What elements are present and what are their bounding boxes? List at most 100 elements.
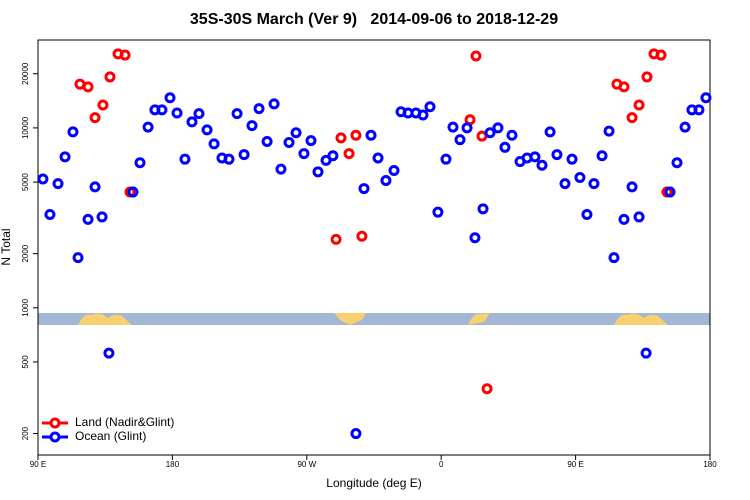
data-point	[298, 148, 310, 160]
data-point	[492, 122, 504, 134]
data-point	[134, 157, 146, 169]
x-tick-label: 90 E	[30, 460, 46, 469]
data-point	[82, 81, 94, 93]
y-tick-label: 10000	[21, 116, 30, 139]
y-tick-label: 2000	[21, 244, 30, 262]
data-point	[469, 232, 481, 244]
data-point	[417, 109, 429, 121]
data-point	[596, 150, 608, 162]
y-axis-label: N Total	[0, 228, 13, 265]
data-point	[89, 112, 101, 124]
data-point	[574, 172, 586, 184]
data-point	[424, 101, 436, 113]
data-point	[96, 211, 108, 223]
x-tick-label: 90 E	[567, 460, 583, 469]
data-point	[97, 99, 109, 111]
x-axis-label: Longitude (deg E)	[326, 476, 421, 490]
data-point	[461, 122, 473, 134]
data-point	[671, 157, 683, 169]
data-point	[536, 159, 548, 171]
data-point	[626, 112, 638, 124]
y-tick-label: 500	[21, 355, 30, 369]
data-point	[171, 107, 183, 119]
data-point	[350, 129, 362, 141]
data-point	[103, 347, 115, 359]
y-tick-label: 200	[21, 426, 30, 440]
data-point	[679, 121, 691, 133]
data-point	[164, 92, 176, 104]
data-point	[640, 347, 652, 359]
data-point	[283, 136, 295, 148]
data-point	[693, 104, 705, 116]
data-point	[142, 121, 154, 133]
data-point	[559, 178, 571, 190]
data-point	[82, 213, 94, 225]
data-point	[700, 92, 712, 104]
data-point	[335, 132, 347, 144]
data-point	[484, 127, 496, 139]
data-point	[356, 230, 368, 242]
chart-title: 35S-30S March (Ver 9) 2014-09-06 to 2018…	[190, 11, 558, 28]
data-point	[499, 141, 511, 153]
data-point	[380, 175, 392, 187]
data-point	[330, 233, 342, 245]
data-point	[89, 181, 101, 193]
data-point	[633, 99, 645, 111]
data-point	[358, 183, 370, 195]
data-point	[253, 103, 265, 115]
x-tick-label: 180	[703, 460, 717, 469]
legend-label: Land (Nadir&Glint)	[75, 415, 174, 429]
data-point	[432, 206, 444, 218]
data-point	[67, 126, 79, 138]
data-point	[440, 153, 452, 165]
legend-marker	[49, 431, 61, 443]
x-tick-label: 180	[166, 460, 180, 469]
data-point	[588, 178, 600, 190]
data-point	[119, 49, 131, 61]
data-point	[372, 152, 384, 164]
data-point	[312, 166, 324, 178]
data-point	[608, 252, 620, 264]
x-tick-label: 0	[439, 460, 444, 469]
data-point	[388, 164, 400, 176]
data-point	[186, 116, 198, 128]
data-point	[156, 104, 168, 116]
data-point	[104, 71, 116, 83]
data-point	[506, 129, 518, 141]
data-point	[477, 203, 489, 215]
data-point	[350, 428, 362, 440]
data-point	[201, 124, 213, 136]
data-point	[231, 108, 243, 120]
data-point	[59, 151, 71, 163]
data-point	[238, 149, 250, 161]
data-point	[618, 81, 630, 93]
data-point	[52, 178, 64, 190]
data-point	[481, 383, 493, 395]
data-point	[193, 108, 205, 120]
data-point	[447, 121, 459, 133]
data-point	[454, 134, 466, 146]
data-point	[529, 151, 541, 163]
data-point	[275, 163, 287, 175]
data-point	[44, 209, 56, 221]
data-point	[72, 252, 84, 264]
data-point	[305, 135, 317, 147]
data-point	[551, 149, 563, 161]
map-strip	[38, 313, 710, 325]
data-point	[664, 186, 676, 198]
data-point	[290, 127, 302, 139]
data-point	[223, 153, 235, 165]
data-point	[343, 148, 355, 160]
data-point	[655, 49, 667, 61]
data-point	[268, 98, 280, 110]
data-point	[566, 153, 578, 165]
data-point	[365, 129, 377, 141]
y-tick-label: 20000	[21, 62, 30, 85]
data-point	[581, 209, 593, 221]
plot-frame	[37, 39, 711, 456]
legend-label: Ocean (Glint)	[75, 429, 146, 443]
data-point	[603, 125, 615, 137]
y-tick-label: 1000	[21, 298, 30, 316]
data-point	[327, 150, 339, 162]
